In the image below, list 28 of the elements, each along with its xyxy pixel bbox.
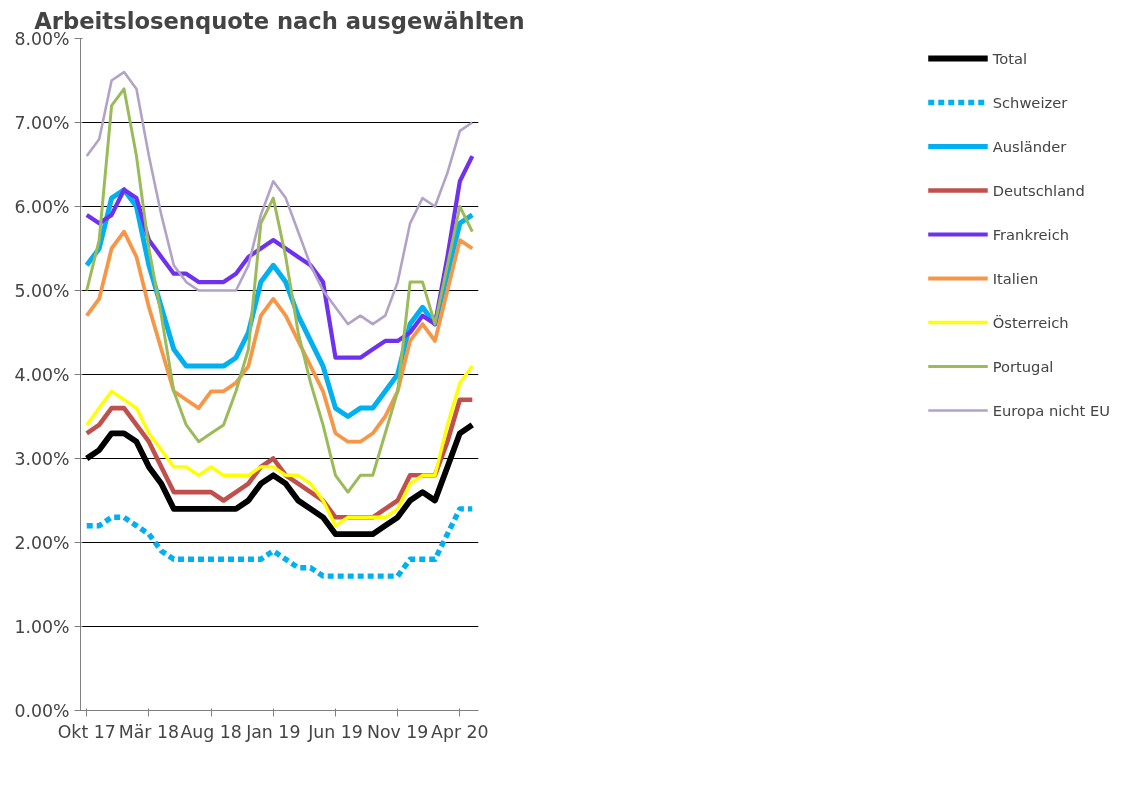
line-series bbox=[85, 70, 474, 326]
x-tick-label: Apr 20 bbox=[431, 721, 489, 742]
legend-label: Österreich bbox=[992, 313, 1069, 331]
y-tick-label: 3.00% bbox=[14, 448, 70, 469]
legend-label: Portugal bbox=[992, 357, 1054, 375]
x-tick-label: Aug 18 bbox=[180, 721, 242, 742]
y-tick-label: 5.00% bbox=[14, 280, 70, 301]
legend-label: Total bbox=[992, 49, 1027, 67]
legend-label: Schweizer bbox=[992, 93, 1068, 111]
y-tick-label: 7.00% bbox=[14, 112, 70, 133]
x-tick-label: Jan 19 bbox=[245, 721, 301, 742]
line-series bbox=[85, 364, 474, 528]
x-tick-label: Okt 17 bbox=[57, 721, 116, 742]
x-tick-label: Mär 18 bbox=[118, 721, 180, 742]
x-tick-label: Nov 19 bbox=[366, 721, 429, 742]
y-tick-label: 0.00% bbox=[14, 700, 70, 721]
line-series bbox=[84, 229, 475, 444]
y-tick-label: 2.00% bbox=[14, 532, 70, 553]
y-tick-label: 4.00% bbox=[14, 364, 70, 385]
line-series bbox=[85, 87, 474, 494]
y-tick-label: 1.00% bbox=[14, 616, 70, 637]
x-tick-label: Jun 19 bbox=[307, 721, 363, 742]
legend-label: Ausländer bbox=[992, 137, 1067, 155]
legend-label: Frankreich bbox=[992, 225, 1070, 243]
y-tick-label: 6.00% bbox=[14, 196, 70, 217]
legend-label: Deutschland bbox=[992, 181, 1085, 199]
legend-label: Europa nicht EU bbox=[992, 401, 1110, 419]
legend-label: Italien bbox=[992, 269, 1039, 287]
